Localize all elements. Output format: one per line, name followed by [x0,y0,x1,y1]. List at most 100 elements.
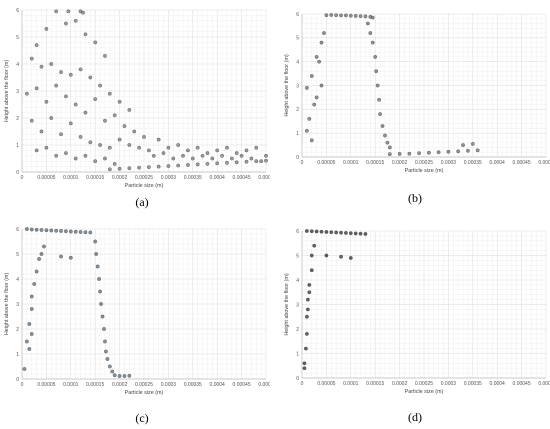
y-tick-label: 0 [16,377,19,383]
data-point [309,74,314,78]
y-axis-label: Height above the floor (m) [284,54,290,117]
data-point [59,70,63,74]
data-point [348,231,353,236]
data-point [373,55,378,59]
data-point [98,143,102,147]
data-point [39,129,44,134]
data-point [117,137,122,142]
y-tick-label: 1 [16,143,19,149]
data-point [339,254,343,259]
y-tick-label: 6 [296,12,299,18]
data-point [104,349,108,354]
data-point [234,160,239,165]
x-tick-label: 0.0004 [490,381,506,387]
data-point [329,230,334,235]
x-tick-label: 0.0002 [112,175,128,181]
data-point [234,151,239,155]
scatter-chart-a: 0 0.00005 0.0001 0.00015 0.0002 0.00025 0.0003… [4,8,270,189]
data-point [34,227,39,232]
data-point [195,145,200,150]
data-point [358,14,363,18]
data-point [309,138,314,143]
data-point [66,9,71,14]
caption-b: (b) [408,191,422,205]
data-point [344,231,348,235]
data-point [215,161,220,166]
data-point [161,151,166,155]
x-tick-label: 0.00045 [513,381,531,387]
data-point [54,9,59,14]
data-point [254,145,259,150]
data-point [319,40,324,45]
data-point [249,156,254,161]
data-point [339,13,343,18]
caption-c: (c) [135,411,149,425]
data-point [107,91,112,96]
data-point [49,228,54,233]
data-point [309,229,314,234]
data-point [137,165,141,170]
data-point [324,13,329,18]
data-point [314,55,319,59]
x-tick-label: 0.0005 [538,381,550,387]
data-point [225,145,229,150]
data-point [97,277,101,281]
data-point [304,346,308,351]
data-point [68,255,73,260]
data-point [307,290,312,295]
data-point [59,229,63,233]
data-point [107,145,112,150]
data-point [436,150,441,155]
y-tick-label: 0 [296,155,299,161]
data-point [353,231,358,236]
caption-d: (d) [408,410,422,424]
data-point [34,86,39,91]
data-point [370,40,375,45]
data-point [83,153,88,158]
data-point [368,31,373,35]
data-point [314,229,319,234]
y-tick-label: 4 [16,62,19,68]
y-tick-label: 2 [296,327,299,333]
x-tick-label: 0 [301,160,304,166]
data-point [353,14,358,18]
data-point [78,135,83,139]
data-point [34,269,39,274]
data-point [195,162,200,167]
data-point [99,302,103,306]
y-tick-label: 4 [296,59,299,65]
data-point [324,253,329,258]
data-point [181,153,185,158]
x-tick-label: 0.0005 [258,175,270,181]
data-point [127,373,132,378]
x-tick-label: 0.00015 [366,160,384,166]
data-point [103,54,107,58]
data-point [68,72,73,77]
data-point [39,252,44,256]
data-point [244,159,249,164]
x-tick-label: 0.0001 [63,382,79,388]
data-point [112,373,117,378]
x-tick-label: 0.00035 [464,381,482,387]
data-point [29,332,34,336]
data-point [312,102,317,107]
data-point [83,230,88,235]
data-point [73,229,78,234]
data-point [305,332,309,336]
data-point [456,149,461,154]
data-point [324,230,329,234]
data-point [334,230,339,235]
data-point [122,124,127,128]
x-tick-label: 0 [301,381,304,387]
data-point [127,108,132,112]
data-point [370,15,375,20]
x-tick-label: 0.00045 [513,160,531,166]
x-tick-label: 0.00045 [233,175,251,181]
x-tick-label: 0.00005 [37,382,55,388]
y-tick-label: 3 [16,89,19,95]
data-point [470,142,475,146]
y-axis-label: Height above the floor (m) [4,60,10,123]
data-point [317,59,321,64]
x-tick-label: 0.0002 [392,160,408,166]
data-point [461,143,465,147]
